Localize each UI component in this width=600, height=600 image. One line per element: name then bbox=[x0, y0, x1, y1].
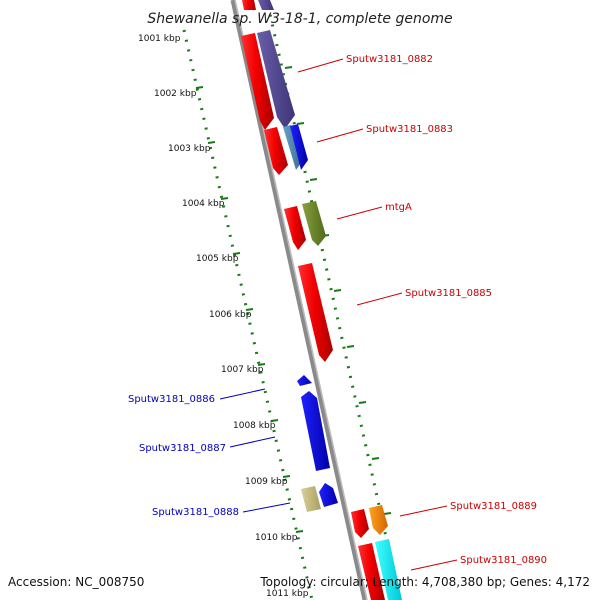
gene-label[interactable]: Sputw3181_0887 bbox=[139, 443, 226, 454]
gene-arrow[interactable] bbox=[369, 505, 388, 535]
tick-label: 1007 kbp bbox=[221, 365, 264, 375]
gene-arrow[interactable] bbox=[283, 125, 301, 170]
tick-label: 1008 kbp bbox=[233, 421, 276, 431]
forward-gene-labels: Sputw3181_0882 Sputw3181_0883 mtgA Sputw… bbox=[346, 54, 547, 566]
gene-label[interactable]: Sputw3181_0883 bbox=[366, 124, 453, 135]
gene-arrow[interactable] bbox=[319, 483, 338, 507]
gene-label[interactable]: Sputw3181_0889 bbox=[450, 501, 537, 512]
gene-label[interactable]: Sputw3181_0890 bbox=[460, 555, 547, 566]
tick-label: 1004 kbp bbox=[182, 199, 225, 209]
tick-label: 1003 kbp bbox=[168, 144, 211, 154]
gene-arrow[interactable] bbox=[301, 486, 321, 512]
gene-label[interactable]: Sputw3181_0886 bbox=[128, 394, 215, 405]
gene-arrow[interactable] bbox=[302, 201, 326, 246]
tick-label: 1010 kbp bbox=[255, 533, 298, 543]
gene-label[interactable]: Sputw3181_0888 bbox=[152, 507, 239, 518]
tick-label: 1011 kbp bbox=[266, 589, 309, 599]
gene-label[interactable]: Sputw3181_0882 bbox=[346, 54, 433, 65]
map-title: Shewanella sp. W3-18-1, complete genome bbox=[147, 11, 452, 27]
gene-arrow[interactable] bbox=[264, 127, 288, 175]
genome-summary-text: Topology: circular; Length: 4,708,380 bp… bbox=[260, 575, 590, 589]
leader-lines bbox=[219, 58, 458, 571]
tick-labels: 1001 kbp 1002 kbp 1003 kbp 1004 kbp 1005… bbox=[138, 34, 309, 599]
gene-label[interactable]: mtgA bbox=[385, 202, 412, 213]
tick-label: 1002 kbp bbox=[154, 89, 197, 99]
gene-arrow[interactable] bbox=[358, 543, 385, 600]
tick-label: 1005 kbp bbox=[196, 254, 239, 264]
tick-label: 1001 kbp bbox=[138, 34, 181, 44]
gene-arrow[interactable] bbox=[290, 124, 308, 170]
gene-label[interactable]: Sputw3181_0885 bbox=[405, 288, 492, 299]
gene-arrow[interactable] bbox=[241, 33, 274, 130]
gene-track bbox=[241, 0, 402, 600]
gene-arrow[interactable] bbox=[301, 391, 330, 471]
tick-label: 1009 kbp bbox=[245, 477, 288, 487]
tick-label: 1006 kbp bbox=[209, 310, 252, 320]
gene-arrow[interactable] bbox=[284, 206, 306, 250]
gene-arrow[interactable] bbox=[375, 539, 402, 600]
reverse-gene-labels: Sputw3181_0886 Sputw3181_0887 Sputw3181_… bbox=[128, 394, 239, 518]
gene-arrow[interactable] bbox=[257, 30, 295, 129]
gene-arrow[interactable] bbox=[297, 375, 312, 386]
gene-arrow[interactable] bbox=[242, 0, 256, 10]
accession-text: Accession: NC_008750 bbox=[8, 575, 145, 589]
inner-tick-track bbox=[182, 29, 314, 600]
genome-backbone bbox=[230, 0, 368, 600]
gene-arrow[interactable] bbox=[351, 509, 369, 538]
gene-arrow[interactable] bbox=[258, 0, 274, 10]
gene-arrow[interactable] bbox=[298, 263, 333, 362]
